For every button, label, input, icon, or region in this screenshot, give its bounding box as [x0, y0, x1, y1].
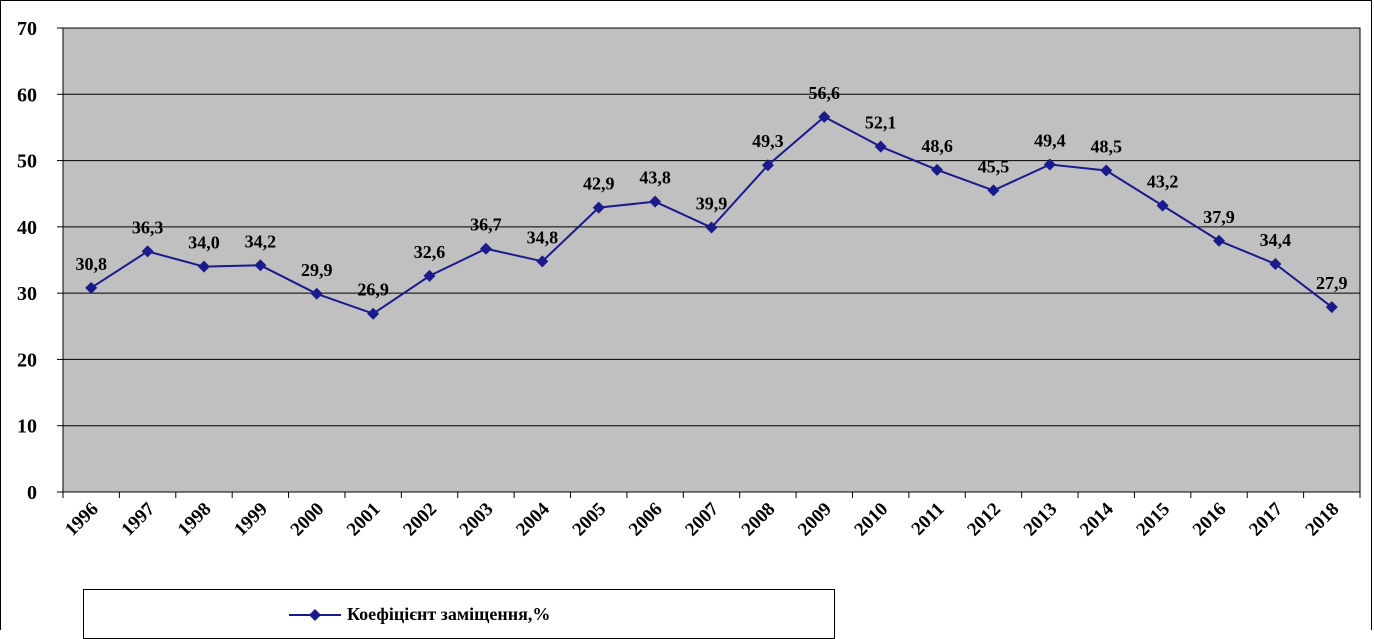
data-point [1213, 234, 1226, 247]
legend-label: Коефіцієнт заміщення,% [347, 604, 551, 624]
y-tick-label: 40 [17, 217, 37, 239]
data-label: 30,8 [75, 254, 107, 274]
data-point [931, 163, 944, 176]
data-point [1269, 257, 1282, 270]
data-point [310, 287, 323, 300]
x-tick-label: 2011 [908, 499, 949, 540]
x-tick-label: 2015 [1132, 499, 1174, 541]
data-point [987, 184, 1000, 197]
data-point [1156, 199, 1169, 212]
data-point [254, 259, 267, 272]
data-label: 49,4 [1034, 131, 1066, 151]
y-tick-label: 10 [17, 416, 37, 438]
data-point [705, 221, 718, 234]
data-point [141, 245, 154, 258]
x-tick-label: 2007 [681, 498, 723, 540]
x-tick-label: 2017 [1245, 498, 1287, 540]
data-label: 48,6 [921, 136, 953, 156]
x-tick-label: 1996 [61, 499, 103, 541]
data-label: 36,7 [470, 215, 502, 235]
data-point [85, 281, 98, 294]
x-tick-label: 2003 [456, 499, 498, 541]
x-tick-label: 2005 [569, 499, 611, 541]
data-label: 49,3 [752, 131, 784, 151]
data-label: 34,2 [245, 231, 277, 251]
data-point [479, 242, 492, 255]
data-point [874, 140, 887, 153]
y-tick-label: 20 [17, 349, 37, 371]
data-label: 32,6 [414, 242, 446, 262]
data-point [367, 307, 380, 320]
data-label: 34,8 [527, 227, 559, 247]
x-tick-label: 2004 [512, 498, 554, 540]
data-label: 34,0 [188, 233, 220, 253]
data-label: 43,8 [639, 168, 671, 188]
data-point [536, 255, 549, 268]
data-point [761, 159, 774, 172]
y-tick-label: 0 [27, 482, 37, 504]
x-tick-label: 2016 [1189, 499, 1231, 541]
x-tick-label: 1997 [117, 498, 159, 540]
data-point [818, 110, 831, 123]
x-tick-label: 1998 [174, 499, 216, 541]
data-point [592, 201, 605, 214]
data-point [649, 195, 662, 208]
data-point [1100, 164, 1113, 177]
data-label: 39,9 [696, 194, 728, 214]
data-label: 42,9 [583, 174, 615, 194]
legend-line-marker-icon [289, 608, 341, 621]
data-point [1325, 301, 1338, 314]
data-label: 36,3 [132, 217, 164, 237]
data-label: 26,9 [357, 280, 389, 300]
x-tick-label: 1999 [230, 499, 272, 541]
x-tick-label: 2002 [399, 499, 441, 541]
legend: Коефіцієнт заміщення,% [83, 589, 835, 639]
data-label: 29,9 [301, 260, 333, 280]
data-label: 37,9 [1203, 207, 1235, 227]
x-tick-label: 2013 [1020, 499, 1062, 541]
x-tick-label: 2012 [963, 499, 1005, 541]
plot-area [62, 27, 1361, 493]
data-point [197, 260, 210, 273]
x-tick-label: 2009 [794, 499, 836, 541]
y-tick-label: 70 [17, 18, 37, 40]
legend-entry: Коефіцієнт заміщення,% [289, 604, 550, 625]
x-tick-label: 2000 [287, 499, 329, 541]
data-label: 48,5 [1090, 137, 1122, 157]
x-tick-label: 2010 [850, 499, 892, 541]
x-tick-label: 2008 [738, 499, 780, 541]
data-label: 45,5 [978, 156, 1010, 176]
data-label: 56,6 [809, 83, 841, 103]
data-label: 27,9 [1316, 273, 1348, 293]
data-label: 52,1 [865, 113, 897, 133]
x-tick-label: 2014 [1076, 498, 1118, 540]
data-point [423, 269, 436, 282]
data-label: 34,4 [1260, 230, 1292, 250]
data-label: 43,2 [1147, 172, 1179, 192]
x-tick-label: 2018 [1302, 499, 1344, 541]
y-tick-label: 60 [17, 84, 37, 106]
x-tick-label: 2006 [625, 499, 667, 541]
y-tick-label: 50 [17, 151, 37, 173]
y-tick-label: 30 [17, 283, 37, 305]
data-point [1043, 158, 1056, 171]
x-tick-label: 2001 [343, 499, 385, 541]
